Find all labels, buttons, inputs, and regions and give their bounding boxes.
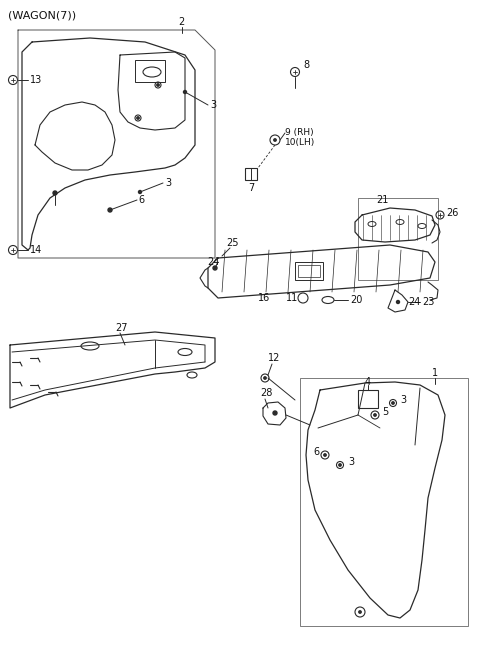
Text: 10(LH): 10(LH) xyxy=(285,138,315,148)
Text: 6: 6 xyxy=(314,447,320,457)
Text: 3: 3 xyxy=(210,100,216,110)
Circle shape xyxy=(339,464,341,466)
Circle shape xyxy=(157,84,159,86)
Bar xyxy=(295,262,323,280)
Circle shape xyxy=(274,139,276,141)
Bar xyxy=(245,168,257,180)
Text: 11: 11 xyxy=(286,293,298,303)
Circle shape xyxy=(359,611,361,613)
Circle shape xyxy=(213,266,217,270)
Text: 4: 4 xyxy=(365,377,371,387)
Text: 3: 3 xyxy=(165,178,171,188)
Text: 28: 28 xyxy=(260,388,272,398)
Text: (WAGON(7)): (WAGON(7)) xyxy=(8,10,76,20)
Circle shape xyxy=(396,300,399,304)
Bar xyxy=(358,198,438,280)
Text: 9 (RH): 9 (RH) xyxy=(285,129,313,138)
Bar xyxy=(135,60,165,82)
Text: 21: 21 xyxy=(376,195,388,205)
Circle shape xyxy=(139,190,142,194)
Text: 26: 26 xyxy=(446,208,458,218)
Text: 7: 7 xyxy=(248,183,254,193)
Text: 24: 24 xyxy=(208,257,220,267)
Bar xyxy=(358,390,378,408)
Circle shape xyxy=(374,414,376,416)
Text: 12: 12 xyxy=(268,353,280,363)
Circle shape xyxy=(392,401,394,404)
Text: 24: 24 xyxy=(408,297,420,307)
Circle shape xyxy=(108,208,112,212)
Circle shape xyxy=(183,91,187,94)
Text: 16: 16 xyxy=(258,293,270,303)
Text: 2: 2 xyxy=(178,17,184,27)
Text: 14: 14 xyxy=(30,245,42,255)
Circle shape xyxy=(137,117,139,119)
Text: 3: 3 xyxy=(348,457,354,467)
Bar xyxy=(298,265,320,277)
Text: 23: 23 xyxy=(422,297,434,307)
Text: 13: 13 xyxy=(30,75,42,85)
Circle shape xyxy=(264,377,266,379)
Text: 3: 3 xyxy=(400,395,406,405)
Text: 25: 25 xyxy=(226,238,239,248)
Circle shape xyxy=(324,454,326,456)
Bar xyxy=(300,378,468,626)
Text: 5: 5 xyxy=(382,407,388,417)
Text: 27: 27 xyxy=(115,323,128,333)
Text: 8: 8 xyxy=(303,60,309,70)
Text: 20: 20 xyxy=(350,295,362,305)
Circle shape xyxy=(53,191,57,195)
Circle shape xyxy=(273,411,277,415)
Text: 1: 1 xyxy=(432,368,438,378)
Text: 6: 6 xyxy=(138,195,144,205)
